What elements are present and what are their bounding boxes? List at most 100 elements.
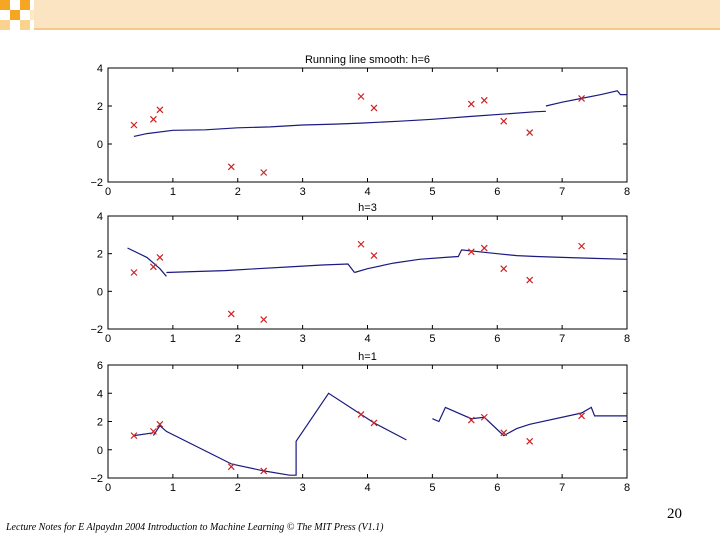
plot-frame (107, 215, 628, 330)
deco-block (0, 0, 10, 10)
data-point (500, 429, 508, 437)
data-point-stroke (149, 115, 157, 123)
x-tick-label: 7 (559, 186, 565, 198)
deco-block (20, 20, 30, 30)
deco-block (10, 10, 20, 20)
data-point-stroke (156, 420, 164, 428)
x-tick-label: 4 (364, 333, 370, 345)
y-tick-label: 4 (97, 63, 103, 75)
y-tick-label: 4 (97, 211, 103, 223)
page-number: 20 (667, 506, 682, 522)
x-tick-label: 5 (429, 333, 435, 345)
data-point (500, 265, 508, 273)
chart-title: Running line smooth: h=6 (305, 54, 430, 66)
smooth-line-segment (545, 90, 627, 107)
data-point (227, 163, 235, 171)
data-point (500, 117, 508, 125)
data-point-stroke (500, 429, 508, 437)
data-point (578, 94, 586, 102)
x-tick-label: 2 (235, 333, 241, 345)
data-point (260, 316, 268, 324)
data-point-stroke (130, 432, 138, 440)
smooth-line-segment (432, 406, 627, 437)
data-point (480, 96, 488, 104)
smooth-line-segment (127, 247, 167, 277)
data-point-stroke (357, 93, 365, 100)
data-point-stroke (370, 104, 378, 112)
data-point (480, 244, 488, 252)
data-point-stroke (357, 411, 365, 418)
data-point-stroke (156, 106, 164, 114)
data-point-stroke (480, 413, 488, 421)
data-point-stroke (357, 240, 365, 248)
data-point-stroke (578, 412, 586, 420)
x-tick-label: 2 (235, 482, 241, 494)
data-point-stroke (227, 463, 235, 471)
x-tick-label: 8 (624, 482, 630, 494)
data-point-stroke (130, 269, 138, 276)
smooth-line-segment (231, 392, 407, 476)
y-tick-label: 0 (97, 445, 103, 457)
deco-block (0, 20, 10, 30)
footer-citation: Lecture Notes for E Alpaydın 2004 Introd… (6, 522, 384, 533)
data-point (578, 412, 586, 420)
x-tick-label: 5 (429, 482, 435, 494)
smooth-line-segment (133, 110, 546, 137)
data-point-stroke (130, 121, 138, 129)
smooth-line-segment (166, 263, 355, 274)
y-tick-label: 2 (97, 417, 103, 429)
data-point-stroke (370, 252, 378, 259)
data-point (149, 115, 157, 123)
x-tick-label: 6 (494, 482, 500, 494)
data-point (357, 93, 365, 100)
data-point (156, 254, 164, 261)
data-point (370, 252, 378, 259)
data-point (467, 248, 475, 256)
plot-frame (107, 67, 628, 183)
deco-block (20, 0, 30, 10)
x-tick-label: 0 (105, 186, 111, 198)
y-tick-label: 2 (97, 101, 103, 113)
data-point-stroke (149, 263, 157, 271)
deco-band (34, 0, 720, 30)
x-tick-label: 4 (364, 482, 370, 494)
data-point-stroke (227, 163, 235, 171)
x-tick-label: 4 (364, 186, 370, 198)
x-tick-label: 8 (624, 333, 630, 345)
x-tick-label: 0 (105, 482, 111, 494)
data-point-stroke (260, 169, 268, 176)
data-point-stroke (467, 100, 475, 108)
data-point-stroke (480, 96, 488, 104)
smooth-line-segment (152, 424, 232, 465)
data-point (467, 100, 475, 108)
data-point-stroke (467, 416, 475, 424)
data-point-stroke (526, 437, 534, 445)
y-tick-label: 0 (97, 286, 103, 298)
plot-frame (107, 364, 628, 479)
data-point-stroke (578, 94, 586, 102)
deco-band-edge (34, 28, 720, 30)
x-tick-label: 8 (624, 186, 630, 198)
data-point-stroke (260, 316, 268, 324)
y-tick-label: −2 (90, 324, 103, 336)
x-tick-label: 3 (300, 333, 306, 345)
x-tick-label: 7 (559, 333, 565, 345)
data-point-stroke (500, 265, 508, 273)
x-tick-label: 3 (300, 186, 306, 198)
data-point (227, 310, 235, 318)
data-point (526, 437, 534, 445)
data-point-stroke (578, 242, 586, 250)
x-tick-label: 1 (170, 482, 176, 494)
slide-corner-decoration (0, 0, 720, 30)
data-point (370, 419, 378, 427)
y-tick-label: 0 (97, 139, 103, 151)
data-point (357, 411, 365, 418)
smooth-line-segment (133, 432, 154, 437)
data-point (578, 242, 586, 250)
x-tick-label: 6 (494, 186, 500, 198)
data-point-stroke (260, 467, 268, 475)
data-point (260, 169, 268, 176)
